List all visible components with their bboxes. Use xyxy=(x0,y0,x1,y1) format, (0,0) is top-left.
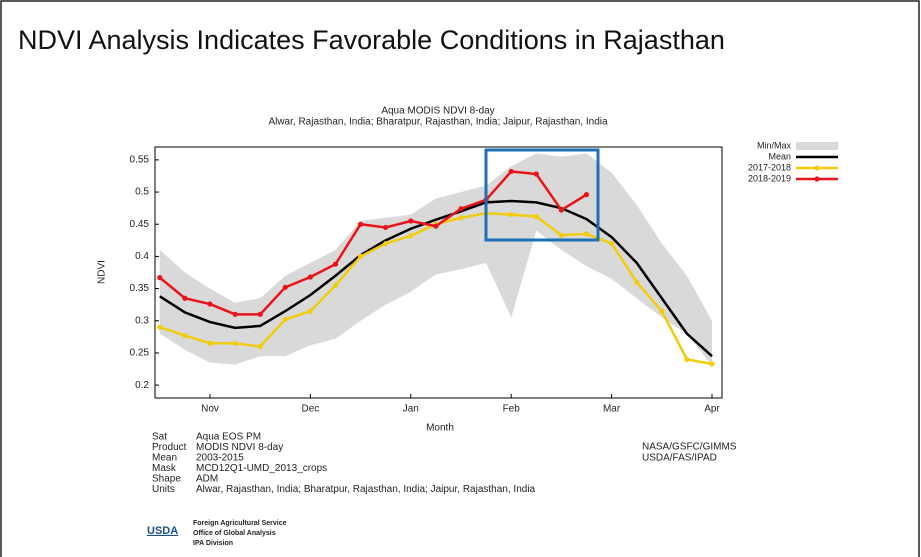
y-tick-label: 0.45 xyxy=(130,219,150,230)
credit: NASA/GSFC/GIMMS xyxy=(642,442,737,453)
x-tick-label: Feb xyxy=(503,404,521,415)
x-tick-label: Apr xyxy=(704,404,720,415)
meta-label: Sat xyxy=(152,432,167,443)
point xyxy=(182,332,188,339)
point xyxy=(358,221,364,227)
plot xyxy=(157,153,715,367)
meta-label: Product xyxy=(152,442,187,453)
point xyxy=(307,274,313,280)
meta-value: ADM xyxy=(196,474,218,485)
meta-value: Aqua EOS PM xyxy=(196,432,261,443)
logo-line: Office of Global Analysis xyxy=(193,530,276,537)
y-axis-label: NDVI xyxy=(97,260,108,284)
point xyxy=(232,340,238,346)
logo-line: IPA Division xyxy=(193,540,233,547)
meta-label: Units xyxy=(152,484,175,495)
x-tick-label: Mar xyxy=(603,404,621,415)
point xyxy=(508,168,514,175)
point xyxy=(232,311,238,317)
meta-label: Mask xyxy=(152,463,177,474)
point xyxy=(408,233,414,239)
point xyxy=(458,215,464,221)
legend-swatch xyxy=(796,142,838,150)
chart-subtitle: Alwar, Rajasthan, India; Bharatpur, Raja… xyxy=(268,117,608,128)
slide-title: NDVI Analysis Indicates Favorable Condit… xyxy=(18,25,725,55)
series-line xyxy=(159,170,588,316)
y-tick-label: 0.35 xyxy=(130,283,150,294)
point xyxy=(307,308,313,314)
point xyxy=(383,240,389,247)
meta-value: MCD12Q1-UMD_2013_crops xyxy=(196,463,327,474)
point xyxy=(157,324,163,330)
point xyxy=(332,282,339,288)
legend-marker xyxy=(814,176,820,182)
chart-title: Aqua MODIS NDVI 8-day xyxy=(381,106,494,117)
point xyxy=(408,218,414,224)
point xyxy=(583,192,590,198)
point xyxy=(332,261,339,267)
y-tick-label: 0.25 xyxy=(130,348,150,359)
x-tick-label: Nov xyxy=(201,404,219,415)
y-tick-label: 0.2 xyxy=(135,380,149,391)
meta-value: MODIS NDVI 8-day xyxy=(196,442,283,453)
meta-value: Alwar, Rajasthan, India; Bharatpur, Raja… xyxy=(196,484,536,495)
point xyxy=(659,308,665,314)
meta-value: 2003-2015 xyxy=(196,453,244,464)
y-tick-label: 0.3 xyxy=(135,315,149,326)
series-line xyxy=(159,199,713,358)
y-tick-label: 0.5 xyxy=(135,187,149,198)
plot-frame xyxy=(154,146,723,399)
y-tick-label: 0.55 xyxy=(130,155,150,166)
logo-line: Foreign Agricultural Service xyxy=(193,520,287,527)
point xyxy=(558,207,565,213)
credit: USDA/FAS/IPAD xyxy=(642,453,717,464)
min-max-band xyxy=(159,153,713,366)
point xyxy=(508,211,514,218)
point xyxy=(558,232,565,238)
point xyxy=(182,295,188,301)
legend-marker xyxy=(814,165,820,171)
point xyxy=(257,311,263,317)
point xyxy=(458,206,464,212)
metadata: Sat Aqua EOS PM Product MODIS NDVI 8-day Mea… xyxy=(152,432,536,496)
point xyxy=(282,284,288,290)
point xyxy=(207,340,213,346)
meta-label: Shape xyxy=(152,474,181,485)
point xyxy=(533,171,539,177)
point xyxy=(609,240,615,247)
x-tick-label: Jan xyxy=(403,404,419,415)
point xyxy=(257,343,263,350)
legend-label: Min/Max xyxy=(757,140,792,150)
point xyxy=(433,223,439,229)
x-tick-label: Dec xyxy=(302,404,320,415)
legend-label: Mean xyxy=(768,151,791,161)
point xyxy=(157,275,163,281)
legend-label: 2017-2018 xyxy=(748,162,791,172)
y-tick-label: 0.4 xyxy=(135,251,149,262)
highlight-box xyxy=(484,148,600,242)
legend-label: 2018-2019 xyxy=(748,173,791,183)
x-axis-label: Month xyxy=(426,423,454,434)
point xyxy=(282,316,288,323)
point xyxy=(684,356,690,362)
point xyxy=(583,231,590,237)
point xyxy=(383,224,389,231)
point xyxy=(709,361,715,367)
point xyxy=(634,279,640,285)
logo-mark: USDA xyxy=(147,525,178,537)
point xyxy=(358,253,364,260)
point xyxy=(533,213,539,220)
point xyxy=(207,301,213,307)
meta-label: Mean xyxy=(152,453,177,464)
